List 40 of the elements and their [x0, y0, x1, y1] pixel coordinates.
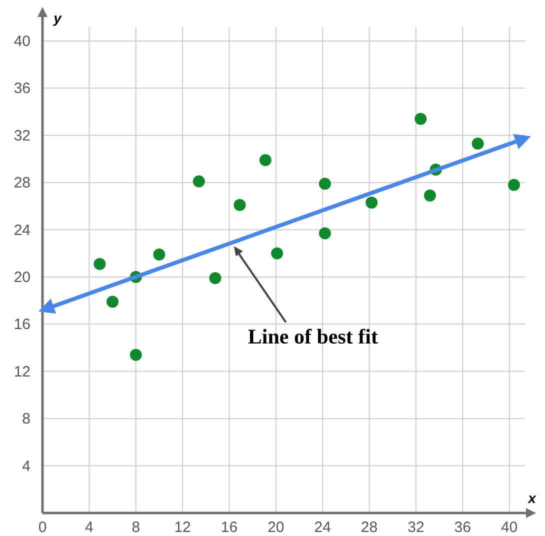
y-tick-label: 36 — [14, 80, 30, 98]
point — [192, 175, 205, 188]
y-tick-label: 8 — [22, 410, 30, 428]
annotation: Line of best fit — [248, 324, 378, 348]
y-tick-label: 28 — [14, 174, 30, 192]
point — [234, 198, 246, 211]
x-tick-label: 32 — [408, 519, 424, 536]
point — [424, 190, 436, 202]
y-tick-label: 12 — [14, 363, 30, 380]
point — [318, 227, 331, 240]
y-axis-title: y — [52, 10, 63, 26]
y-tick-label: 24 — [14, 222, 30, 239]
x-tick-label: 20 — [268, 519, 284, 536]
point — [106, 296, 119, 308]
x-tick-label: 8 — [132, 519, 140, 536]
point — [94, 258, 106, 270]
point — [414, 112, 427, 125]
y-tick-label: 32 — [14, 127, 30, 144]
point — [472, 138, 484, 150]
x-tick-label: 24 — [314, 519, 331, 536]
point — [209, 272, 222, 284]
y-tick-label: 20 — [14, 268, 30, 286]
x-tick-label: 12 — [174, 519, 191, 536]
point — [318, 178, 331, 190]
point — [153, 248, 166, 261]
y-tick-label: 16 — [14, 316, 30, 334]
x-tick-label: 0 — [38, 519, 47, 536]
x-tick-label: 28 — [360, 519, 378, 536]
x-tick-label: 16 — [220, 519, 238, 536]
x-tick-label: 4 — [85, 519, 94, 536]
y-tick-label: 40 — [14, 32, 30, 50]
point — [271, 247, 284, 260]
x-tick-label: 40 — [500, 519, 518, 536]
x-tick-label: 36 — [454, 519, 471, 536]
point — [508, 178, 520, 191]
point — [130, 348, 142, 361]
y-tick-label: 4 — [22, 458, 30, 475]
x-axis-title: x — [527, 490, 538, 506]
point — [366, 196, 378, 209]
point — [259, 154, 272, 166]
